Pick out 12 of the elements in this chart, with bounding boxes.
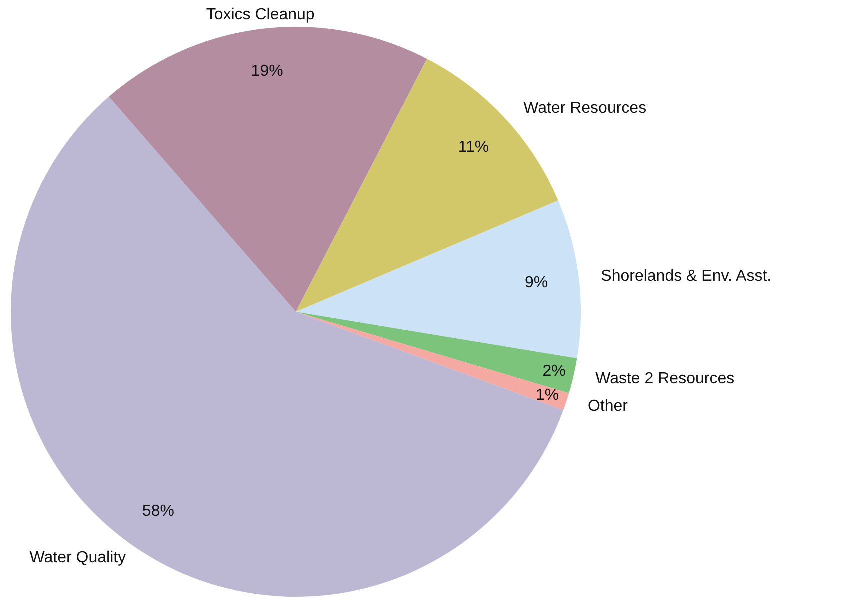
slice-label: Water Quality <box>30 550 126 567</box>
slice-label: Waste 2 Resources <box>596 370 735 388</box>
slice-label: Water Resources <box>524 100 647 118</box>
data-label: 2% <box>542 363 566 380</box>
data-label: 9% <box>524 274 548 292</box>
data-label: 11% <box>458 138 490 156</box>
data-label: 58% <box>142 502 174 520</box>
slice-label: Toxics Cleanup <box>206 6 315 24</box>
slice-label: Other <box>588 398 629 415</box>
data-label: 1% <box>536 387 560 404</box>
slice-label: Shorelands & Env. Asst. <box>601 268 772 285</box>
data-label: 19% <box>251 62 284 80</box>
